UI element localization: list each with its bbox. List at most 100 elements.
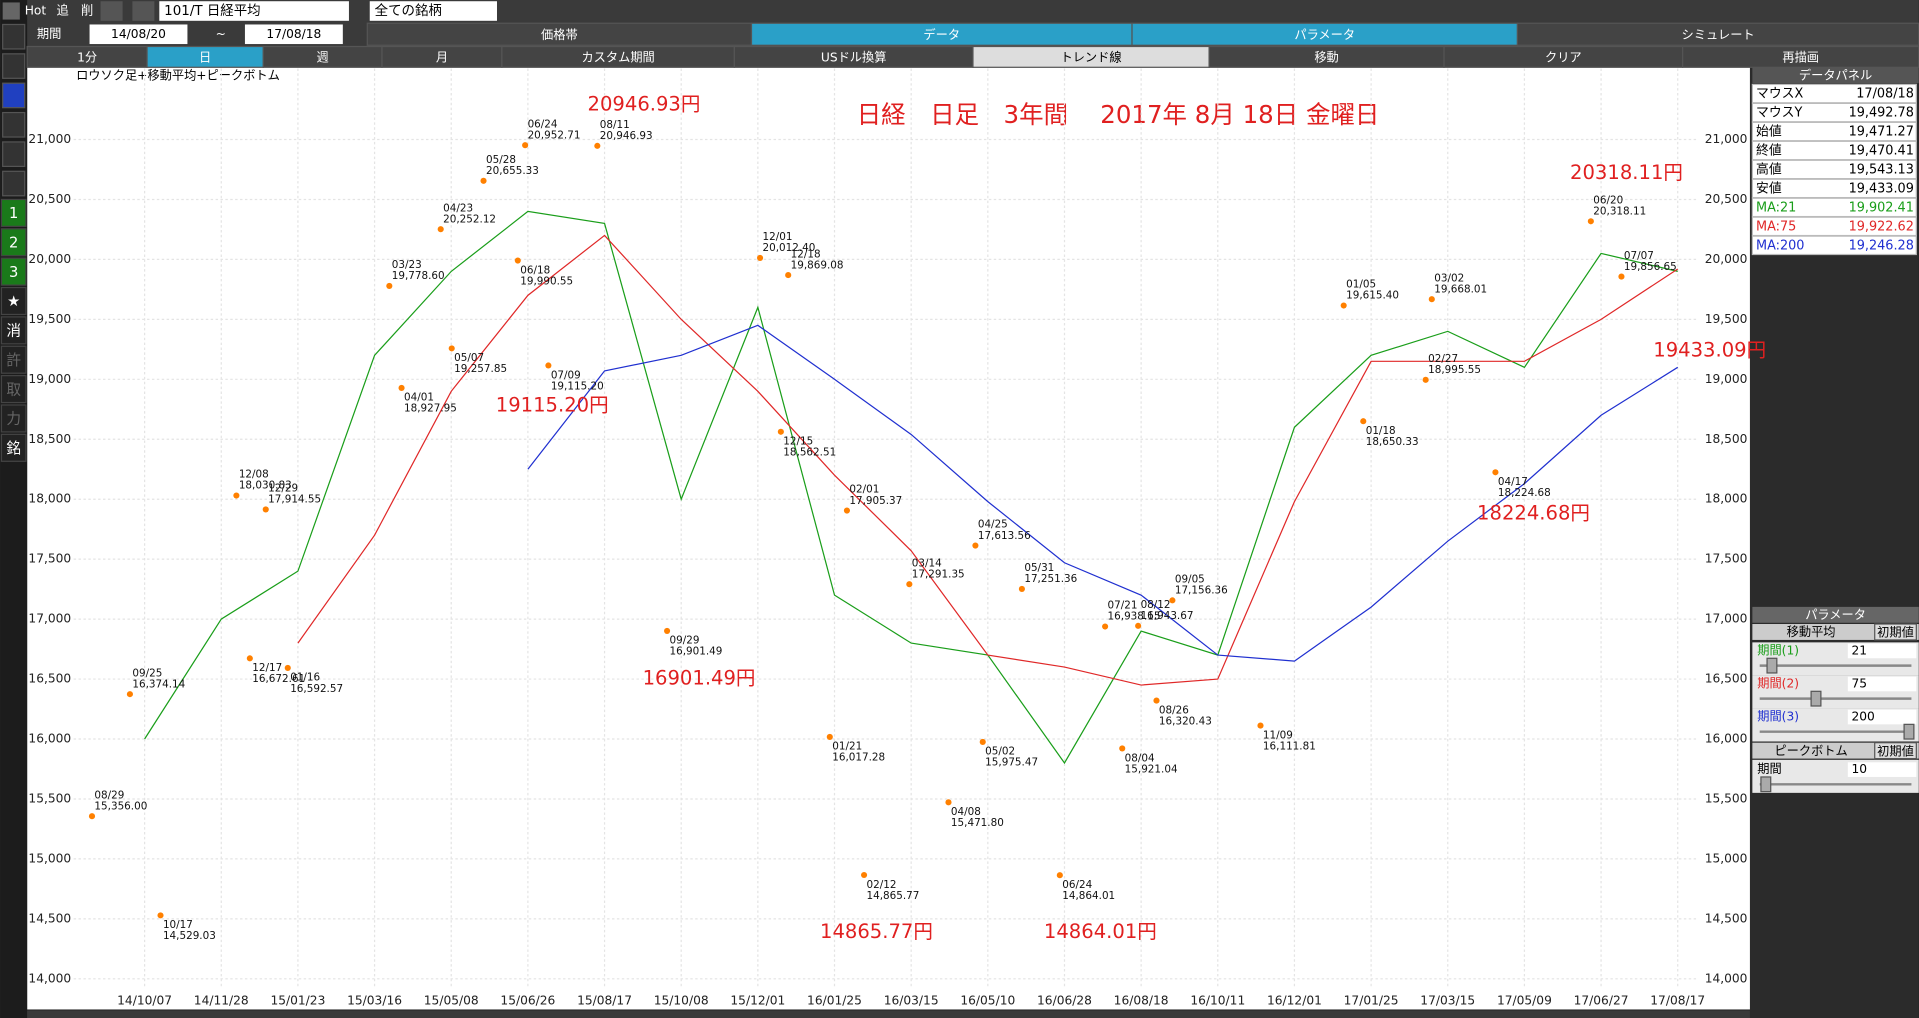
sidebar-icon[interactable] [2,111,26,138]
sidebar-button[interactable] [0,257,27,286]
pb-title: ピークボトム [1774,744,1847,758]
peak-date: 08/29 [94,789,124,801]
y-tick-label-right: 16,000 [1705,732,1748,746]
sidebar-button[interactable] [0,286,27,316]
sidebar-label: 消 [6,323,21,340]
start-date: 14/08/20 [111,27,166,41]
peak-date: 12/17 [252,662,282,674]
toolbar-button[interactable]: 削 [81,4,93,18]
param-value-box [1847,709,1917,725]
peak-date: 04/17 [1498,476,1528,488]
y-tick-label-right: 20,500 [1705,192,1748,206]
x-tick-label: 14/10/07 [117,993,172,1007]
end-box[interactable] [244,24,343,45]
y-tick-label-right: 14,000 [1705,971,1748,985]
peak-date: 04/23 [443,202,473,214]
annotation: 14865.77円 [820,920,933,943]
sidebar-button[interactable] [0,404,27,433]
peak-value: 19,668.01 [1434,283,1487,295]
param-label: 期間(1) [1757,643,1799,657]
annotation: 19433.09円 [1653,339,1766,362]
peak-value: 19,257.85 [454,363,507,375]
sidebar-button[interactable] [0,375,27,404]
peak-value: 19,990.55 [520,275,573,287]
period-button-label: 週 [317,51,329,65]
peak-date: 07/07 [1624,250,1654,262]
peak-marker [972,542,979,549]
sidebar-button[interactable] [0,228,27,257]
y-tick-label: 17,500 [28,552,71,566]
sidebar-label: 1 [9,205,18,222]
reset-button[interactable] [1874,623,1917,641]
sidebar-icon[interactable] [2,170,26,197]
y-tick-label: 20,000 [28,252,71,266]
sidebar-icon[interactable] [2,23,26,50]
slider-knob[interactable] [1903,723,1915,740]
peak-date: 12/18 [791,248,821,260]
start-box[interactable] [89,24,188,45]
symbol-box[interactable] [159,1,349,21]
row-value: 19,902.41 [1849,201,1914,216]
y-tick-label-right: 14,500 [1705,911,1748,925]
universe-box[interactable] [369,1,497,21]
peak-value: 17,251.36 [1024,573,1077,585]
annotation: 14864.01円 [1044,920,1157,943]
prev-button[interactable] [100,1,123,21]
peak-value: 16,111.81 [1263,740,1316,752]
annotation: 20946.93円 [588,93,701,116]
param-value: 200 [1851,710,1874,724]
y-tick-label-right: 15,500 [1705,791,1748,805]
chart-title: 日経 日足 3年間 2017年 8月 18日 金曜日 [857,100,1380,129]
x-tick-label: 16/01/25 [807,993,862,1007]
sidebar-button[interactable] [0,433,27,462]
peak-value: 20,946.93 [600,130,653,142]
peak-date: 01/18 [1366,425,1396,437]
peak-marker [233,492,240,499]
x-tick-label: 15/12/01 [730,993,785,1007]
x-tick-label: 16/05/10 [960,993,1015,1007]
peak-marker [1618,273,1625,280]
peak-marker [246,655,253,662]
param-value-box [1847,762,1917,777]
x-tick-label: 17/08/17 [1650,993,1705,1007]
sidebar-button[interactable] [0,345,27,374]
peak-marker [1492,469,1499,476]
peak-date: 04/25 [978,519,1008,531]
x-tick-label: 15/01/23 [270,993,325,1007]
toolbar-button[interactable]: 追 [57,3,69,18]
slider-knob[interactable] [1810,690,1822,707]
slider-knob[interactable] [1760,776,1772,793]
y-tick-label-right: 19,000 [1705,372,1748,386]
peak-date: 08/11 [600,119,630,131]
row-label: 高値 [1756,162,1782,178]
peak-value: 15,356.00 [94,800,147,812]
row-value: 19,543.13 [1849,163,1914,178]
peak-marker [1340,302,1347,309]
sidebar-button[interactable] [0,198,27,227]
peak-value: 17,156.36 [1175,585,1228,597]
row-label: マウスY [1756,106,1802,121]
peak-date: 04/08 [951,806,981,818]
y-tick-label-right: 18,000 [1705,492,1748,506]
peak-date: 12/29 [268,483,298,495]
sidebar-label: 許 [6,352,21,369]
reset-button[interactable] [1874,742,1917,760]
tab-label: シミュレート [1682,28,1755,42]
param-value-box [1847,643,1917,659]
sidebar-icon[interactable] [2,141,26,168]
peak-value: 16,938.15 [1108,611,1161,623]
sidebar-icon[interactable] [2,53,26,79]
next-button[interactable] [132,1,155,21]
row-value: 19,246.28 [1849,238,1914,253]
y-tick-label: 18,000 [28,492,71,506]
y-tick-label: 20,500 [28,192,71,206]
panel-row [1751,235,1917,256]
row-label: 安値 [1756,181,1782,197]
slider-knob[interactable] [1766,657,1778,674]
reset-button-label: 初期値 [1877,625,1914,640]
peak-value: 20,252.12 [443,213,496,225]
sidebar-button[interactable] [0,316,27,345]
peak-value: 17,291.35 [912,568,965,580]
sidebar-icon[interactable] [2,82,26,109]
peak-marker [262,506,269,513]
